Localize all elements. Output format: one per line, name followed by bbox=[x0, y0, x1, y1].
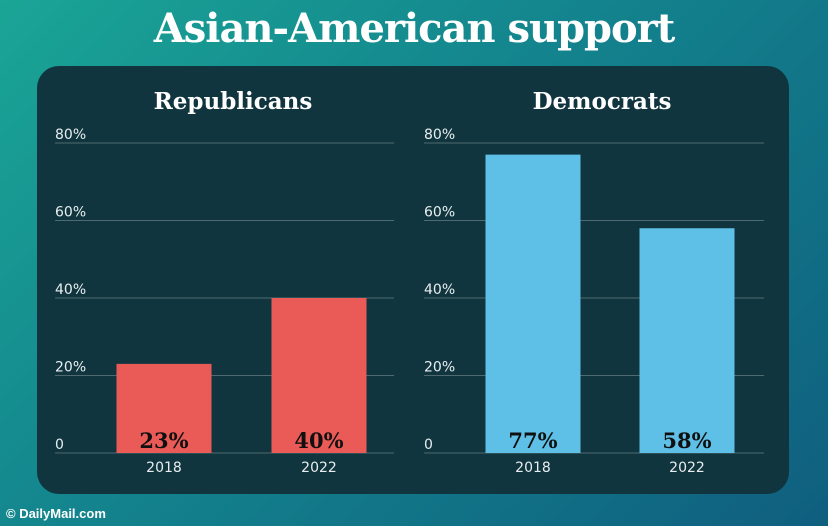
bar-2018 bbox=[485, 154, 581, 453]
chart-title: Asian-American support bbox=[153, 5, 675, 52]
chart-democrats: Democrats 0 20% 40% 60% 80% 77% 2018 58% 2022 bbox=[424, 88, 764, 476]
y-tick-label: 0 bbox=[424, 437, 433, 453]
data-label: 23% bbox=[139, 428, 188, 453]
bar-2022 bbox=[639, 228, 735, 453]
chart-republicans: Republicans 0 20% 40% 60% 80% 23% 2018 40% 2022 bbox=[55, 88, 394, 476]
x-tick-label: 2022 bbox=[301, 460, 337, 476]
panel-title: Republicans bbox=[154, 88, 313, 115]
y-tick-label: 60% bbox=[424, 205, 455, 221]
data-label: 58% bbox=[662, 428, 711, 453]
y-tick-label: 40% bbox=[55, 282, 86, 298]
x-tick-label: 2018 bbox=[146, 460, 182, 476]
y-tick-label: 80% bbox=[55, 127, 86, 143]
y-tick-label: 60% bbox=[55, 205, 86, 221]
data-label: 40% bbox=[294, 428, 343, 453]
data-label: 77% bbox=[508, 428, 557, 453]
y-tick-label: 20% bbox=[55, 360, 86, 376]
bar-2018 bbox=[116, 363, 212, 453]
chart-panel: Republicans 0 20% 40% 60% 80% 23% 2018 40% 2022 De… bbox=[37, 66, 789, 494]
y-tick-label: 80% bbox=[424, 127, 455, 143]
bar-2022 bbox=[271, 298, 367, 453]
bar-charts: Republicans020%40%60%80%23%201840%2022De… bbox=[55, 88, 764, 476]
y-tick-label: 40% bbox=[424, 282, 455, 298]
panel-title: Democrats bbox=[533, 88, 672, 115]
x-tick-label: 2018 bbox=[515, 460, 551, 476]
source-credit: © DailyMail.com bbox=[6, 506, 106, 521]
y-tick-label: 0 bbox=[55, 437, 64, 453]
x-tick-label: 2022 bbox=[669, 460, 705, 476]
y-tick-label: 20% bbox=[424, 360, 455, 376]
